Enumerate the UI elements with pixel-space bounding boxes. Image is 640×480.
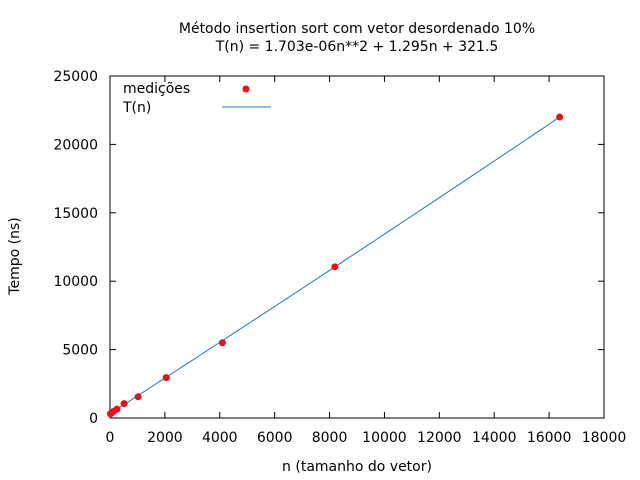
x-axis-label: n (tamanho do vetor) [282, 459, 432, 475]
data-point [556, 113, 564, 121]
y-tick-label: 15000 [53, 206, 98, 222]
legend-marks [222, 85, 271, 108]
x-tick-label: 0 [106, 430, 115, 446]
x-tick-label: 4000 [202, 430, 238, 446]
x-tick-label: 6000 [257, 430, 293, 446]
x-tick-label: 8000 [312, 430, 348, 446]
plot-frame [109, 75, 605, 419]
y-tick-label: 5000 [62, 343, 98, 359]
x-tick-label: 2000 [147, 430, 183, 446]
y-tick-label: 25000 [53, 69, 98, 85]
y-tick-label: 0 [89, 411, 98, 427]
plot-area [109, 75, 605, 419]
x-tick-label: 18000 [582, 430, 627, 446]
x-tick-label: 16000 [527, 430, 572, 446]
series-layer [106, 113, 564, 418]
x-axis-ticks: 0 2000 4000 6000 8000 10000 12000 14000 16000 180… [106, 76, 627, 446]
data-point [113, 405, 121, 413]
data-point [218, 339, 226, 347]
x-tick-label: 14000 [472, 430, 517, 446]
legend-label-tn: T(n) [122, 100, 151, 116]
data-point [134, 393, 142, 401]
chart-subtitle: T(n) = 1.703e-06n**2 + 1.295n + 321.5 [215, 39, 499, 55]
legend: medições T(n) [122, 81, 271, 116]
data-point [162, 374, 170, 382]
y-tick-label: 20000 [53, 137, 98, 153]
x-tick-label: 12000 [417, 430, 462, 446]
x-tick-label: 10000 [362, 430, 407, 446]
y-axis-label: Tempo (ns) [7, 217, 23, 295]
data-point [120, 400, 128, 408]
y-tick-label: 10000 [53, 274, 98, 290]
chart-title: Método insertion sort com vetor desorden… [179, 21, 535, 37]
legend-swatch-medicoes [242, 85, 250, 93]
y-axis-ticks: 0 5000 10000 15000 20000 25000 [53, 69, 604, 427]
legend-label-medicoes: medições [123, 81, 190, 97]
data-point [331, 263, 339, 271]
